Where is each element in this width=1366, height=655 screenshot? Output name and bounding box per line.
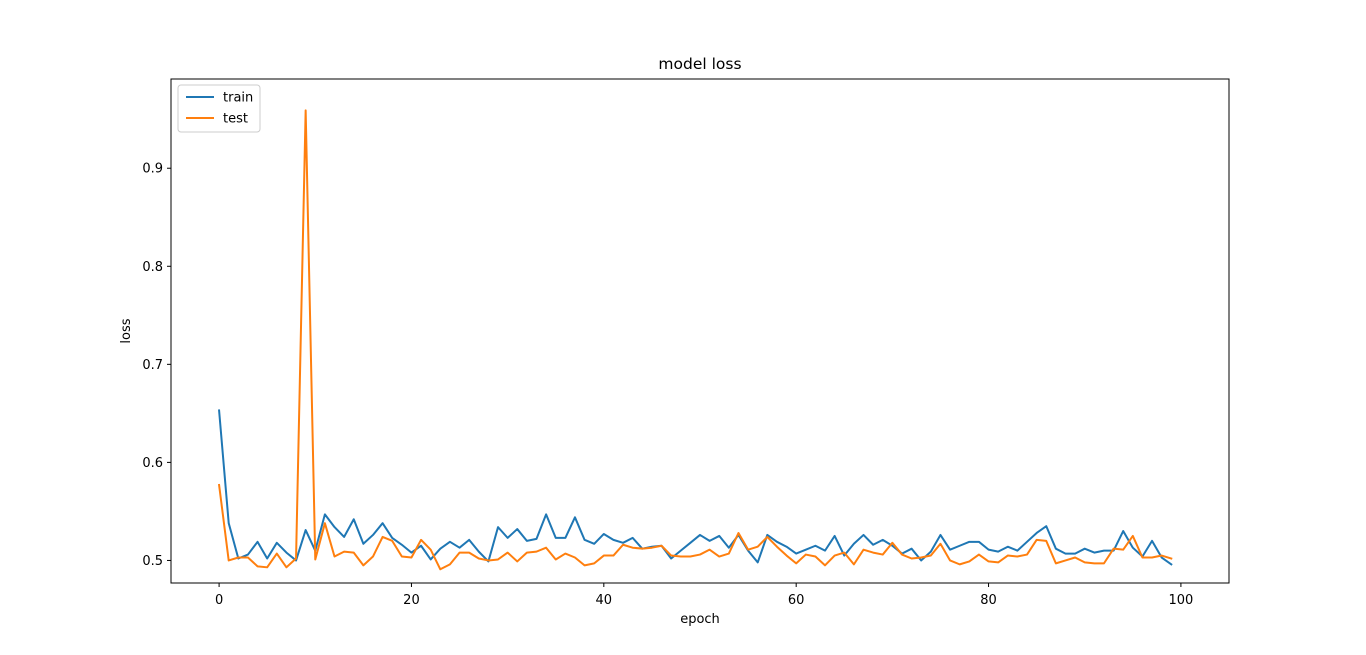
series-line-test bbox=[217, 109, 1173, 571]
y-tick-label: 0.6 bbox=[142, 456, 163, 471]
y-axis-ticks: 0.5 0.6 0.7 0.8 0.9 bbox=[142, 162, 171, 569]
x-tick-label: 60 bbox=[788, 593, 805, 608]
axes-frame bbox=[170, 78, 1230, 584]
x-tick-label: 0 bbox=[215, 593, 223, 608]
y-tick-label: 0.7 bbox=[142, 358, 163, 373]
x-tick-label: 40 bbox=[596, 593, 613, 608]
series-line-train bbox=[218, 409, 1173, 566]
y-axis-title: loss bbox=[119, 318, 134, 343]
legend-label-train: train bbox=[223, 91, 253, 106]
x-axis-ticks: 0 20 40 60 80 100 bbox=[215, 583, 1193, 608]
y-tick-label: 0.8 bbox=[142, 260, 163, 275]
legend-label-test: test bbox=[223, 112, 248, 127]
x-tick-label: 100 bbox=[1168, 593, 1193, 608]
legend: train test bbox=[177, 84, 261, 133]
series-layer bbox=[217, 109, 1173, 571]
y-tick-label: 0.9 bbox=[142, 162, 163, 177]
x-tick-label: 80 bbox=[980, 593, 997, 608]
x-axis-title: epoch bbox=[680, 612, 720, 627]
y-tick-label: 0.5 bbox=[142, 554, 163, 569]
chart-title: model loss bbox=[658, 55, 741, 73]
x-tick-label: 20 bbox=[403, 593, 420, 608]
